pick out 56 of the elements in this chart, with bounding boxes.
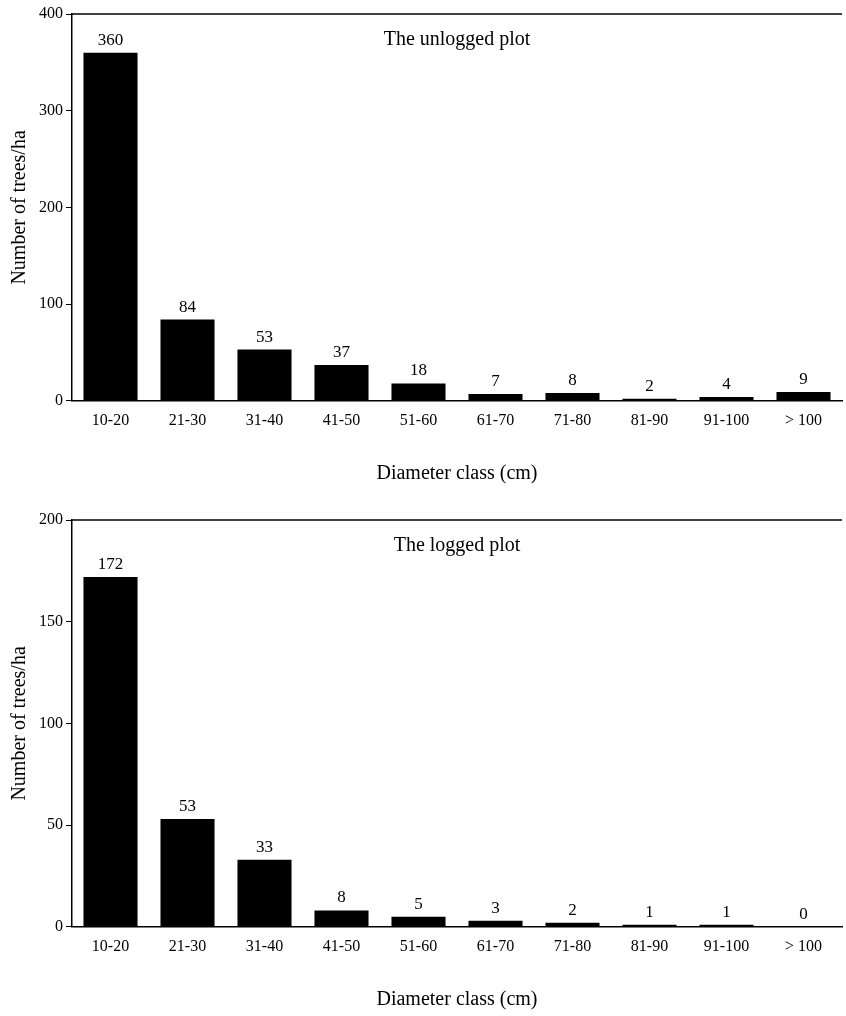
x-tick-label: 21-30 — [168, 936, 207, 954]
data-label: 8 — [337, 887, 346, 907]
y-tick-label: 200 — [39, 510, 63, 528]
x-tick-label: 41-50 — [322, 936, 361, 954]
data-label: 7 — [491, 371, 501, 390]
y-tick-label: 200 — [39, 197, 63, 215]
data-label: 360 — [97, 29, 124, 49]
data-label: 53 — [256, 326, 273, 346]
x-tick-label: 91-100 — [703, 936, 750, 954]
x-tick-label: 10-20 — [91, 410, 130, 428]
x-tick-label: 81-90 — [630, 936, 669, 954]
y-tick-label: 0 — [55, 391, 63, 408]
data-label: 53 — [179, 795, 196, 815]
y-axis-title: Number of trees/ha — [7, 130, 30, 285]
x-tick-label: 31-40 — [245, 410, 284, 428]
x-tick-label: 71-80 — [553, 936, 592, 954]
x-axis-title: Diameter class (cm) — [376, 461, 538, 485]
data-label: 2 — [645, 375, 654, 395]
data-label: 3 — [491, 897, 500, 917]
text: The unlogged plot — [383, 27, 531, 51]
y-tick-label: 150 — [39, 611, 63, 629]
x-tick-label: 41-50 — [322, 410, 361, 428]
data-label: 0 — [799, 903, 808, 923]
data-label: 2 — [568, 899, 577, 919]
x-tick-label: > 100 — [784, 936, 823, 954]
x-tick-label: 51-60 — [399, 936, 438, 954]
x-axis-title: Diameter class (cm) — [376, 987, 538, 1011]
data-label: 4 — [722, 373, 732, 393]
x-tick-label: 21-30 — [168, 410, 207, 428]
text: The logged plot — [393, 533, 521, 557]
x-tick-label: 51-60 — [399, 410, 438, 428]
data-label: 9 — [799, 369, 808, 389]
data-label: 8 — [568, 370, 577, 390]
data-label: 1 — [645, 901, 654, 921]
y-tick-label: 300 — [39, 100, 63, 118]
y-tick-label: 100 — [39, 713, 63, 731]
x-tick-label: > 100 — [784, 410, 823, 428]
x-tick-label: 71-80 — [553, 410, 592, 428]
data-label: 84 — [179, 296, 197, 316]
y-tick-label: 50 — [47, 815, 63, 833]
data-label: 37 — [333, 341, 351, 361]
x-tick-label: 81-90 — [630, 410, 669, 428]
data-label: 1 — [722, 901, 731, 921]
x-tick-label: 61-70 — [476, 410, 515, 428]
y-tick-label: 100 — [39, 294, 63, 312]
y-axis-title: Number of trees/ha — [7, 646, 30, 801]
y-tick-label: 0 — [55, 917, 63, 934]
x-tick-label: 91-100 — [703, 410, 750, 428]
data-label: 33 — [256, 836, 273, 856]
x-tick-label: 31-40 — [245, 936, 284, 954]
x-tick-label: 10-20 — [91, 936, 130, 954]
data-label: 172 — [97, 553, 124, 573]
y-tick-label: 400 — [39, 4, 63, 22]
x-tick-label: 61-70 — [476, 936, 515, 954]
data-label: 5 — [414, 893, 423, 913]
data-label: 18 — [410, 360, 427, 380]
